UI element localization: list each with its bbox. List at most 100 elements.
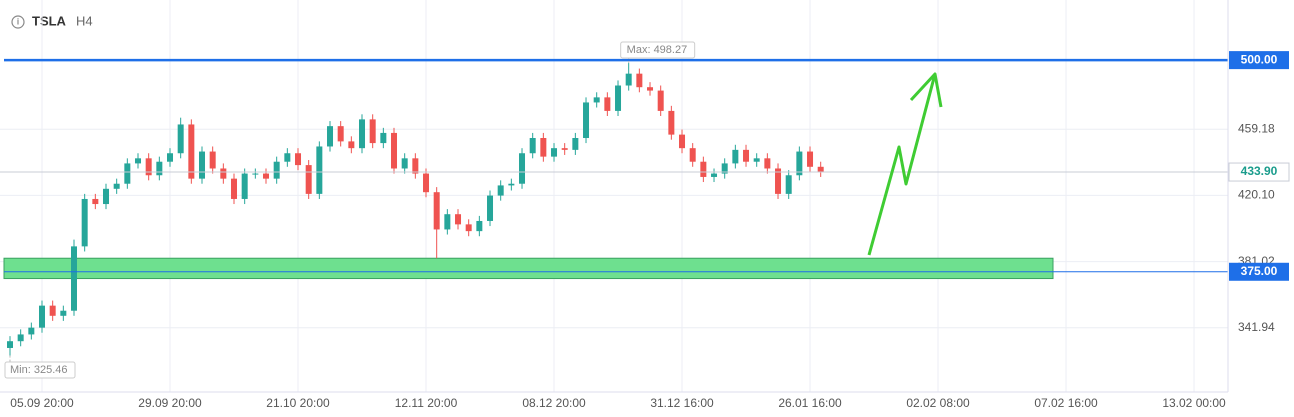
candle-body	[433, 192, 440, 230]
candle-body	[145, 158, 152, 176]
candle-body	[391, 132, 398, 169]
candle-body	[796, 151, 803, 176]
candle-body	[327, 126, 334, 147]
symbol: TSLA	[32, 13, 67, 28]
candle-body	[700, 161, 707, 177]
candle-body	[476, 220, 483, 232]
x-tick-label: 12.11 20:00	[395, 396, 458, 410]
candle-body	[359, 119, 366, 149]
candle-body	[529, 138, 536, 154]
timeframe: H4	[76, 13, 93, 28]
y-tick-label: 459.18	[1238, 121, 1275, 135]
candle-body	[81, 198, 88, 247]
candle-body	[497, 185, 504, 196]
candle-body	[39, 305, 46, 328]
candle-body	[17, 334, 24, 342]
x-tick-label: 08.12 20:00	[522, 396, 586, 410]
candle-body	[369, 119, 376, 144]
candle-body	[305, 165, 312, 194]
candle-body	[423, 173, 430, 193]
candle-body	[711, 173, 718, 177]
candle-body	[647, 87, 654, 91]
candle-body	[199, 151, 206, 179]
candle-body	[657, 90, 664, 111]
candle-body	[135, 158, 142, 164]
candle-body	[7, 341, 13, 348]
candle-body	[188, 124, 195, 179]
candle-body	[412, 158, 419, 174]
level-label: 375.00	[1241, 264, 1278, 278]
candle-body	[455, 214, 462, 225]
candle-body	[604, 97, 611, 111]
candle-body	[337, 126, 344, 142]
candle-body	[401, 158, 408, 169]
candle-body	[156, 161, 163, 176]
candle-body	[273, 161, 280, 179]
plot: Max: 498.27 Min: 325.46	[0, 0, 1228, 392]
candle-body	[817, 166, 824, 173]
candle-body	[785, 175, 792, 194]
candle-body	[103, 188, 110, 205]
candle-body	[764, 158, 771, 169]
candle-body	[295, 153, 302, 166]
x-tick-label: 05.09 20:00	[10, 396, 74, 410]
current-price-box	[1228, 162, 1290, 182]
candle-body	[615, 85, 622, 111]
candle-body	[743, 149, 750, 162]
candle-body	[263, 173, 270, 179]
candle-body	[49, 305, 56, 316]
candle-body	[60, 310, 67, 316]
candle-body	[444, 214, 451, 230]
candle-body	[583, 102, 590, 139]
candle-body	[284, 153, 291, 162]
candle-body	[721, 163, 728, 174]
candle-body	[113, 183, 120, 189]
candle-body	[241, 173, 248, 199]
candle-body	[220, 168, 227, 179]
candle-body	[348, 141, 355, 149]
candle-body	[380, 132, 387, 144]
level-label-box	[1229, 51, 1289, 70]
current-price-label: 433.90	[1241, 164, 1278, 178]
candle-body	[775, 168, 782, 194]
candle-body	[231, 178, 238, 199]
candle-body	[668, 110, 675, 135]
level-label: 500.00	[1241, 52, 1278, 66]
annotation-box	[620, 41, 696, 59]
annotation-max: Max: 498.27	[627, 44, 688, 56]
x-tick-label: 29.09 20:00	[138, 396, 202, 410]
arrow-head	[909, 72, 943, 108]
candle-body	[689, 148, 696, 162]
candle-body	[92, 198, 99, 205]
candle-body	[124, 163, 131, 184]
candle-body	[28, 327, 35, 335]
x-tick-label: 31.12 16:00	[650, 396, 714, 410]
candle-body	[679, 134, 686, 149]
x-tick-label: 26.01 16:00	[778, 396, 842, 410]
annotation-min: Min: 325.46	[10, 364, 67, 376]
candle-body	[508, 183, 515, 186]
info-icon-glyph: i	[17, 16, 19, 26]
candle-body	[71, 246, 78, 311]
candle-body	[636, 73, 643, 88]
candle-body	[519, 153, 526, 184]
candle-body	[753, 158, 760, 162]
y-tick-label: 420.10	[1238, 188, 1275, 202]
x-tick-label: 02.02 08:00	[906, 396, 970, 410]
candle-body	[487, 195, 494, 221]
y-tick-label: 341.94	[1238, 320, 1275, 334]
x-tick-label: 13.02 00:00	[1162, 396, 1226, 410]
level-label-box	[1229, 262, 1289, 281]
x-tick-label: 07.02 16:00	[1034, 396, 1098, 410]
candle-body	[540, 138, 547, 157]
candle-body	[177, 124, 184, 154]
candle-body	[252, 173, 259, 175]
info-icon[interactable]	[11, 15, 25, 29]
candle-body	[807, 151, 814, 167]
candle-body	[572, 138, 579, 150]
candle-body	[167, 153, 174, 162]
candle-body	[465, 224, 472, 232]
annotation-box	[4, 361, 76, 379]
